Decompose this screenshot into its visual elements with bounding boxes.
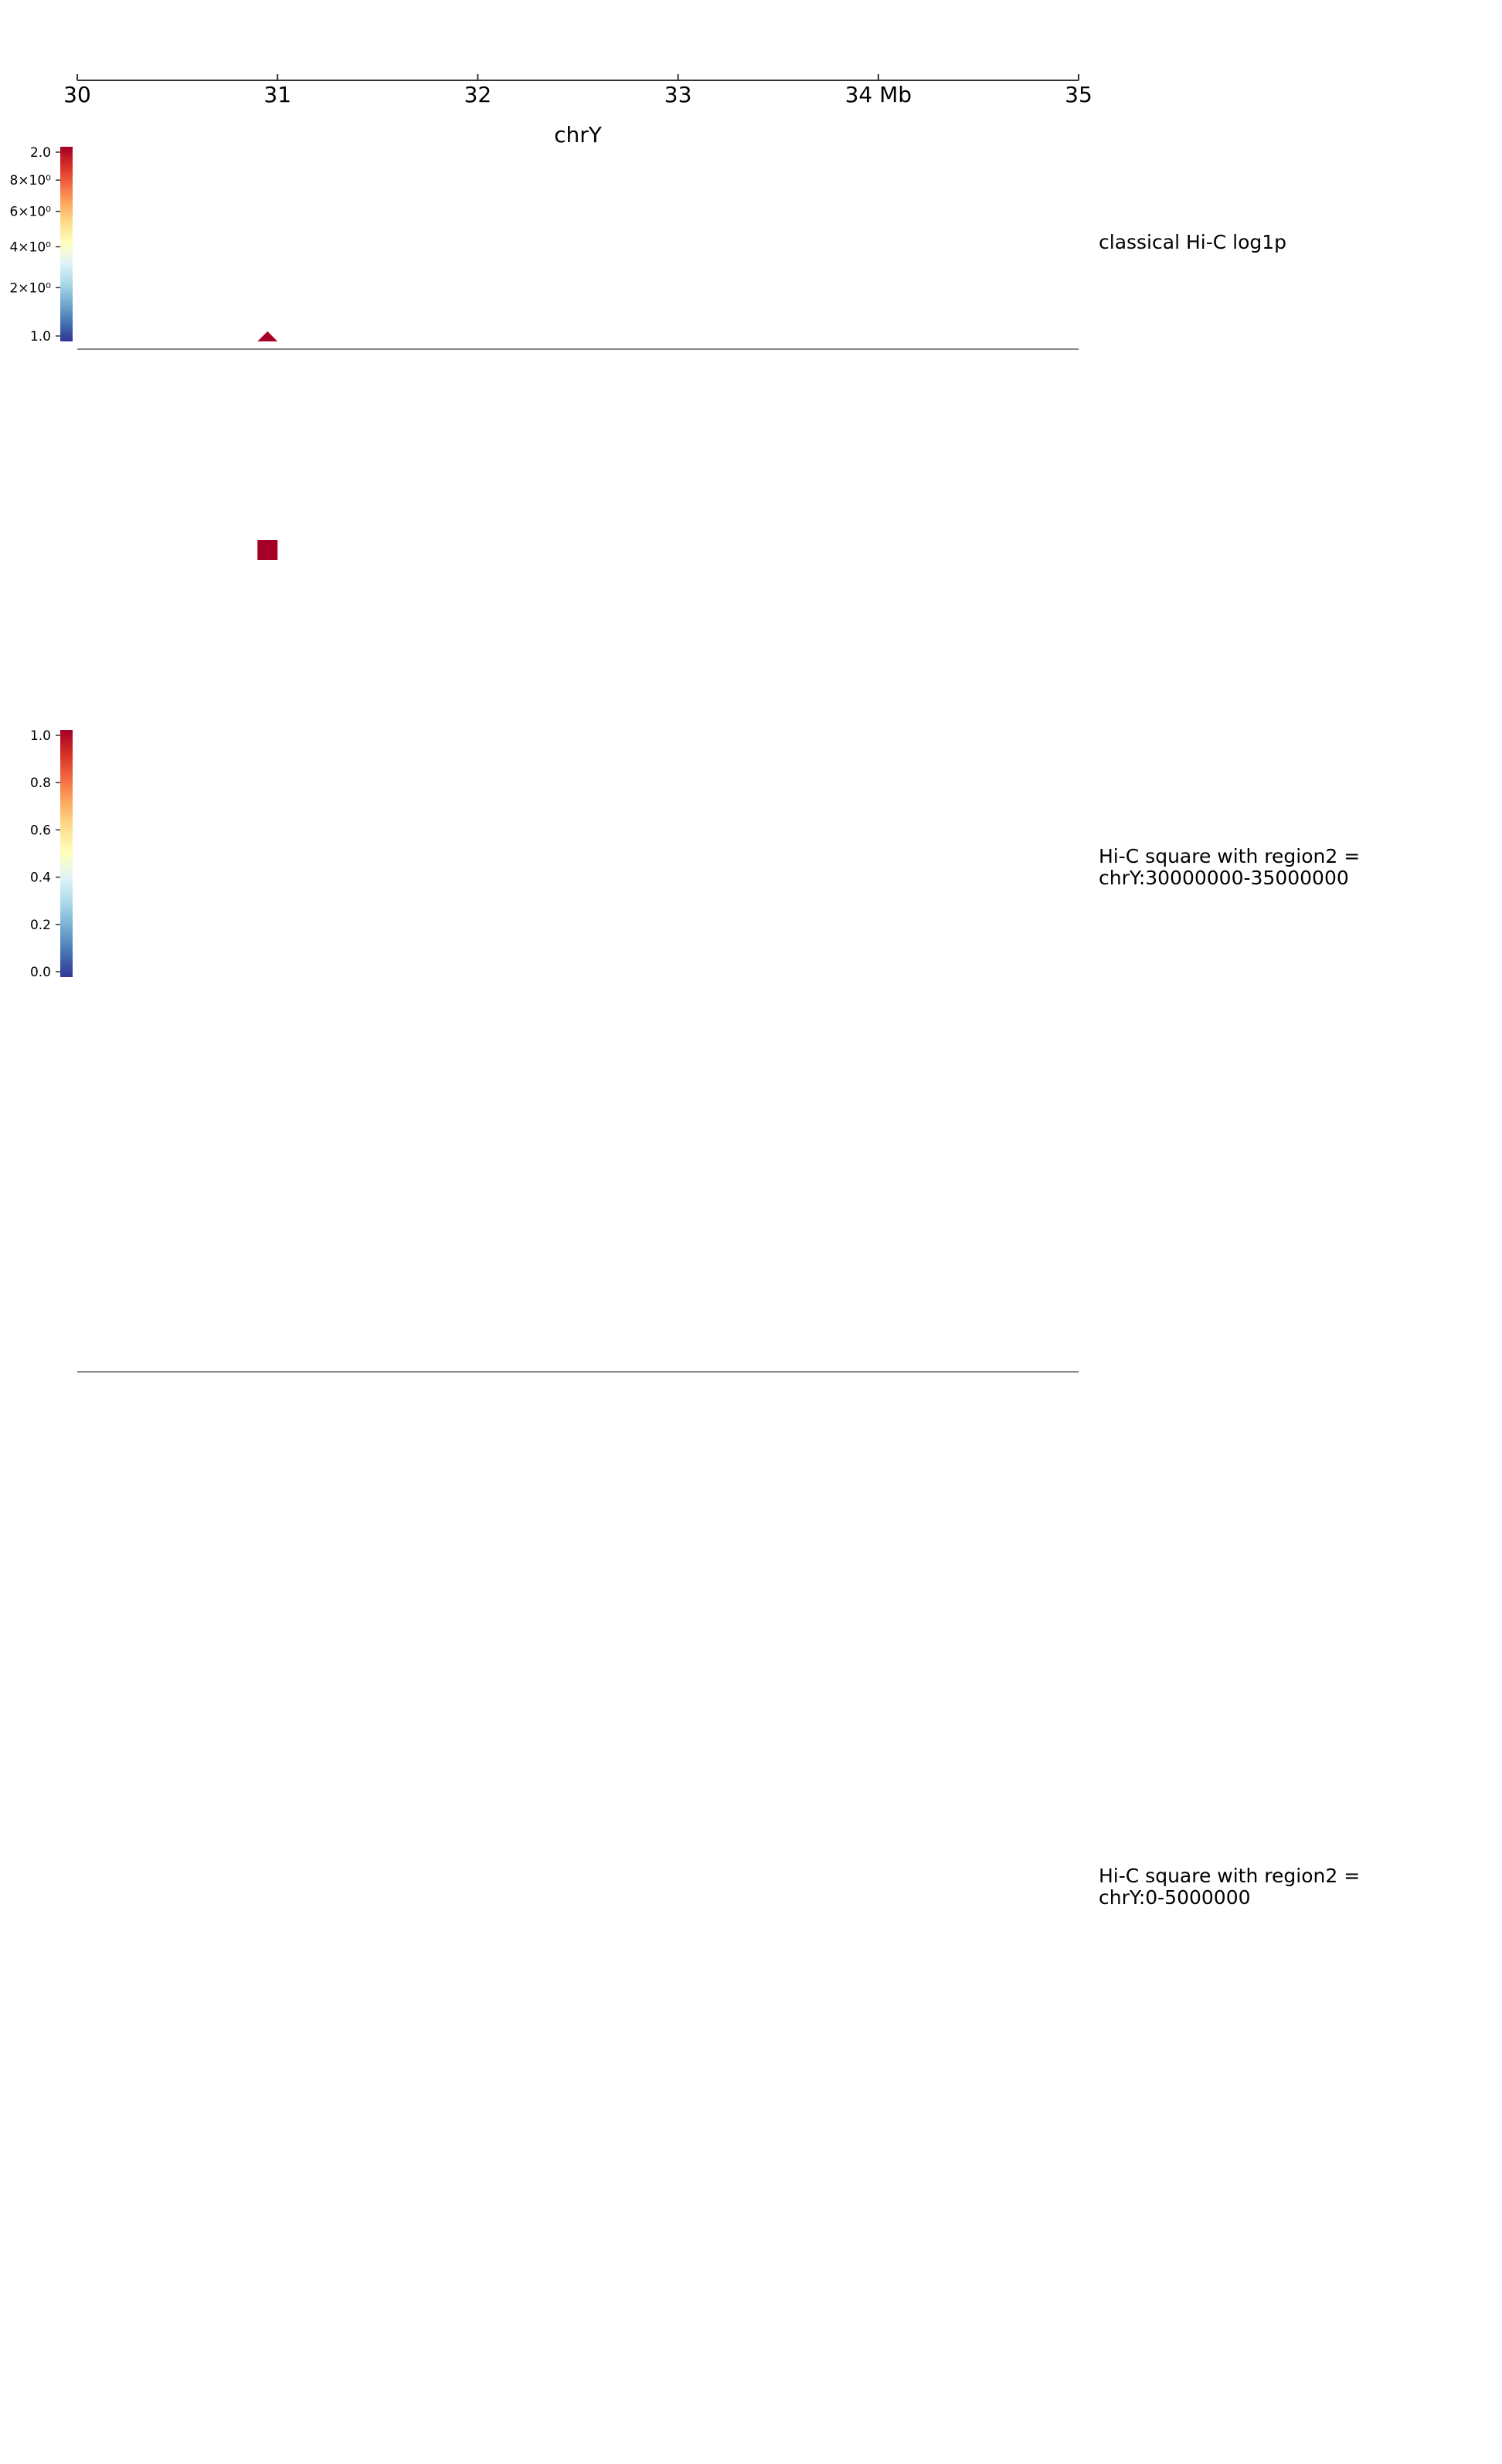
x-axis-tick-label: 33: [664, 82, 692, 107]
colorbar-tick-label: 2.0: [30, 145, 51, 161]
colorbar-tick-label: 0.4: [30, 871, 51, 886]
track-label-line-1: Hi-C square with region2 =: [1099, 845, 1361, 867]
colorbar-tick-label: 0.0: [30, 965, 51, 980]
colorbar-tick-label: 4×10⁰: [9, 239, 51, 255]
colorbar-tick-label: 0.2: [30, 918, 51, 933]
colorbar-tick-label: 2×10⁰: [9, 280, 51, 296]
colorbar-tick-label: 0.8: [30, 776, 51, 791]
track-label-hic-square-0-5mb: Hi-C square with region2 = chrY:0-500000…: [1099, 1865, 1360, 1909]
track-label-line-2: chrY:0-5000000: [1099, 1886, 1251, 1909]
chromosome-axis-track: 30 31 32 33 34 Mb 35 chrY: [63, 74, 1093, 148]
colorbar-tick-label: 0.6: [30, 823, 51, 838]
x-axis-tick-label: 35: [1065, 82, 1093, 107]
x-axis-tick-label: 30: [63, 82, 91, 107]
colorbar-tick-label: 1.0: [30, 728, 51, 744]
track-label-hic-square-30-35mb: Hi-C square with region2 = chrY:30000000…: [1099, 846, 1360, 889]
hic-contact-cell: [257, 540, 278, 560]
hic-square-track-region2-30-35mb: 1.0 0.8 0.6 0.4 0.2 0.0: [30, 540, 1079, 1373]
chromosome-label: chrY: [554, 122, 603, 148]
colorbar-log1p: [60, 147, 73, 341]
track-label-line-1: Hi-C square with region2 =: [1099, 1865, 1361, 1887]
x-axis-tick-label: 34 Mb: [845, 82, 912, 107]
track-label-classical-hic: classical Hi-C log1p: [1099, 232, 1286, 253]
colorbar-tick-label: 6×10⁰: [9, 205, 51, 220]
colorbar-tick-label: 8×10⁰: [9, 173, 51, 188]
x-axis-tick-label: 32: [464, 82, 492, 107]
track-label-text: classical Hi-C log1p: [1099, 231, 1287, 253]
hic-triangle-track: 2.0 8×10⁰ 6×10⁰ 4×10⁰ 2×10⁰ 1.0: [9, 145, 1079, 350]
hic-contact-cell: [257, 331, 278, 341]
x-axis-tick-label: 31: [263, 82, 291, 107]
colorbar-tick-label: 1.0: [30, 329, 51, 344]
track-label-line-2: chrY:30000000-35000000: [1099, 867, 1349, 889]
colorbar-linear: [60, 730, 73, 977]
